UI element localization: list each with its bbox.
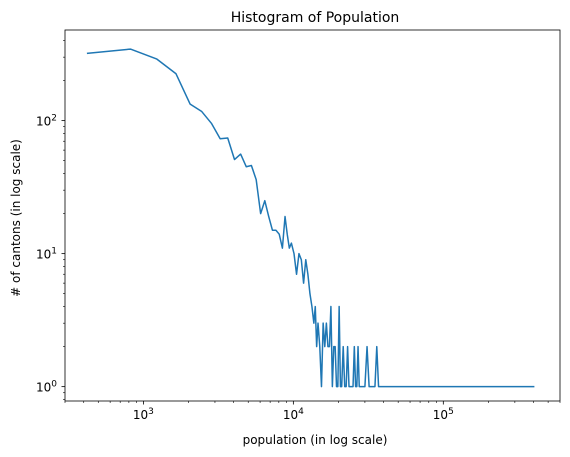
series-line-0 [86, 48, 535, 388]
y-axis-label: # of cantons (in log scale) [9, 139, 23, 297]
plot-area [86, 48, 535, 388]
axes-frame [64, 29, 561, 402]
x-axis-label: population (in log scale) [243, 433, 388, 447]
chart-title: Histogram of Population [231, 10, 400, 26]
